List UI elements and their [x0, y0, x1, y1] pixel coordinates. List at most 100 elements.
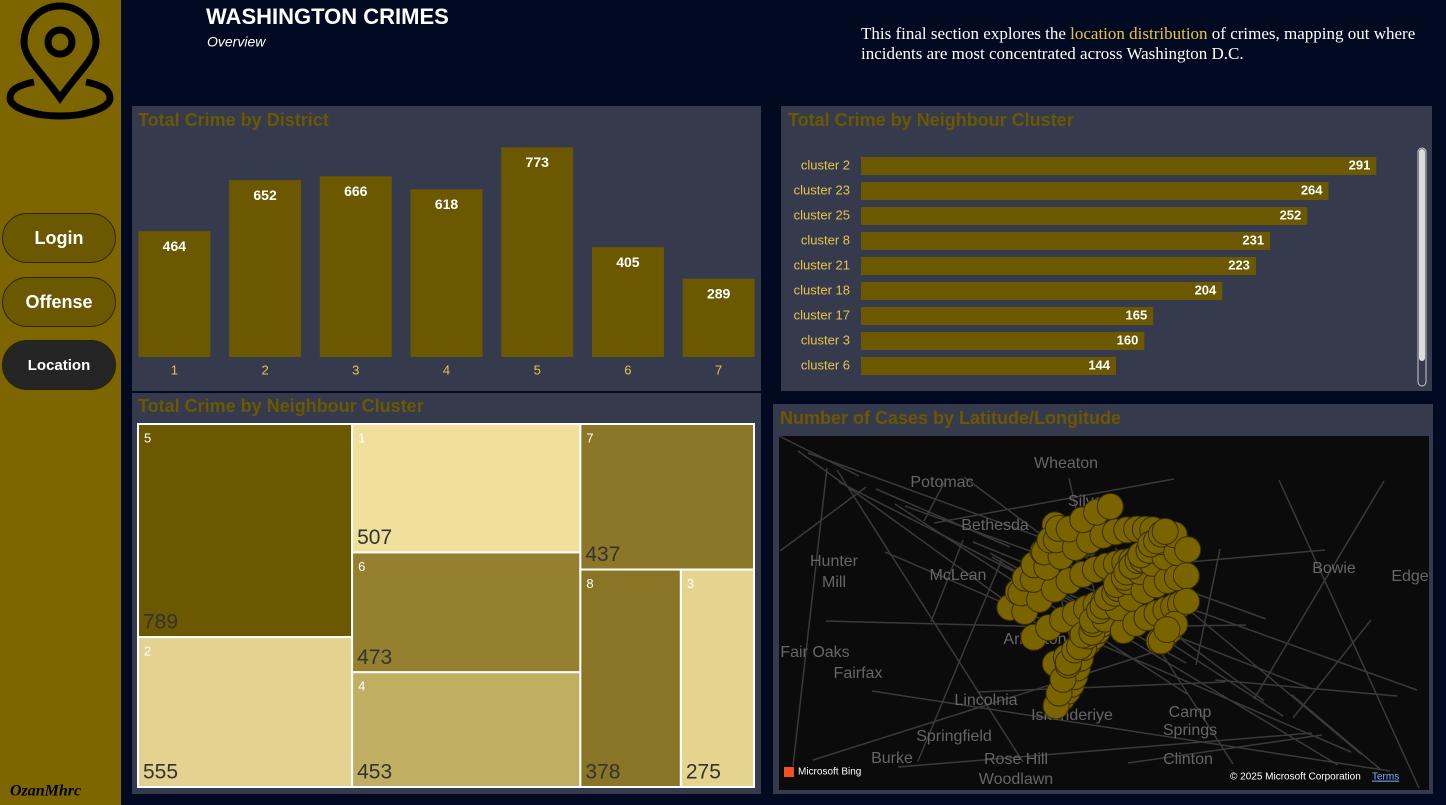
cell-name: 5	[144, 430, 151, 445]
cell-value: 473	[357, 646, 392, 669]
x-tick-label: 2	[261, 362, 268, 377]
data-label: 291	[1349, 157, 1371, 172]
treemap-cell	[137, 423, 354, 639]
data-label: 464	[163, 238, 187, 254]
bing-logo	[784, 767, 794, 777]
map-label: Camp	[1169, 704, 1212, 721]
terms-link[interactable]: Terms	[1372, 772, 1399, 783]
map-road	[792, 467, 828, 767]
cell-value: 555	[143, 761, 178, 784]
bar	[861, 182, 1329, 200]
map-road	[1127, 734, 1323, 764]
page-subtitle: Overview	[207, 34, 266, 50]
map-road	[1292, 619, 1372, 719]
bar	[138, 231, 211, 357]
map-road	[875, 488, 1011, 548]
treemap-cell	[137, 636, 354, 789]
map-label: Lincolnia	[954, 692, 1017, 709]
scrollbar[interactable]	[1417, 147, 1427, 387]
cell-value: 453	[357, 761, 392, 784]
bar	[682, 278, 755, 357]
y-tick-label: cluster 25	[794, 207, 850, 222]
y-tick-label: cluster 2	[801, 157, 850, 172]
nav-button[interactable]: Location	[2, 340, 116, 390]
map-bubble	[1151, 517, 1179, 545]
x-tick-label: 6	[624, 362, 631, 377]
map-road	[1253, 480, 1385, 700]
treemap-cell	[579, 568, 682, 788]
cell-name: 7	[586, 430, 593, 445]
map-label: Springfield	[916, 728, 992, 745]
attribution: © 2025 Microsoft Corporation	[1230, 772, 1361, 783]
map-bubble	[1173, 587, 1201, 615]
map-road	[1156, 645, 1234, 765]
cell-name: 4	[358, 679, 365, 694]
y-tick-label: cluster 6	[801, 357, 850, 372]
map-road	[778, 435, 860, 477]
map-label: Burke	[871, 750, 913, 767]
cell-value: 437	[585, 543, 620, 566]
map-label: Bowie	[1312, 560, 1356, 577]
bar	[861, 282, 1223, 300]
data-label: 264	[1301, 182, 1323, 197]
y-tick-label: cluster 3	[801, 332, 850, 347]
map-label: Fairfax	[834, 665, 883, 682]
data-label: 773	[526, 154, 550, 170]
data-label: 231	[1242, 232, 1264, 247]
map-label: Clinton	[1163, 751, 1213, 768]
map-label: Edge	[1391, 568, 1428, 585]
map-label: Rose Hill	[984, 751, 1048, 768]
x-tick-label: 1	[171, 362, 178, 377]
cell-name: 6	[358, 559, 365, 574]
cell-value: 275	[686, 761, 721, 784]
map-road	[1291, 694, 1381, 770]
nav-button[interactable]: Offense	[2, 277, 116, 327]
cell-name: 3	[687, 576, 694, 591]
map-road	[836, 469, 1024, 763]
map-label: Springs	[1163, 722, 1217, 739]
bar	[591, 247, 664, 357]
data-label: 618	[435, 196, 459, 212]
data-label: 289	[707, 285, 731, 301]
nav-button[interactable]: Login	[2, 213, 116, 263]
map-road	[779, 486, 867, 552]
cell-name: 2	[144, 644, 151, 659]
x-tick-label: 5	[534, 362, 541, 377]
map-road	[884, 551, 1352, 753]
description-highlight: location distribution	[1070, 24, 1208, 43]
description-text: of crimes, mapping out where incidents a…	[861, 24, 1416, 63]
map-road	[897, 732, 1313, 768]
treemap-cell	[679, 568, 756, 788]
cell-name: 8	[586, 576, 593, 591]
data-label: 165	[1126, 307, 1148, 322]
bar	[410, 189, 483, 357]
data-label: 252	[1280, 207, 1302, 222]
map-road	[1278, 479, 1420, 789]
x-tick-label: 7	[715, 362, 722, 377]
scrollbar-thumb[interactable]	[1419, 149, 1425, 361]
chart-title: Total Crime by District	[138, 110, 329, 130]
bar	[861, 357, 1117, 375]
treemap-cell	[351, 671, 582, 788]
location-icon	[6, 2, 114, 120]
cell-name: 1	[358, 430, 365, 445]
map-road	[812, 647, 1168, 761]
data-label: 405	[616, 254, 640, 270]
bar	[861, 307, 1154, 325]
bar	[501, 147, 574, 357]
data-label: 652	[253, 187, 277, 203]
map-road	[933, 478, 1175, 524]
map-road	[1214, 679, 1398, 697]
author: OzanMhrc	[10, 783, 81, 800]
map-road	[1195, 548, 1221, 666]
data-label: 160	[1117, 332, 1139, 347]
x-tick-label: 4	[443, 362, 450, 377]
map-road	[917, 558, 1003, 762]
page-title: WASHINGTON CRIMES	[206, 4, 449, 29]
data-label: 204	[1195, 282, 1217, 297]
map-road	[976, 681, 1226, 693]
y-tick-label: cluster 8	[801, 232, 850, 247]
data-label: 666	[344, 183, 368, 199]
